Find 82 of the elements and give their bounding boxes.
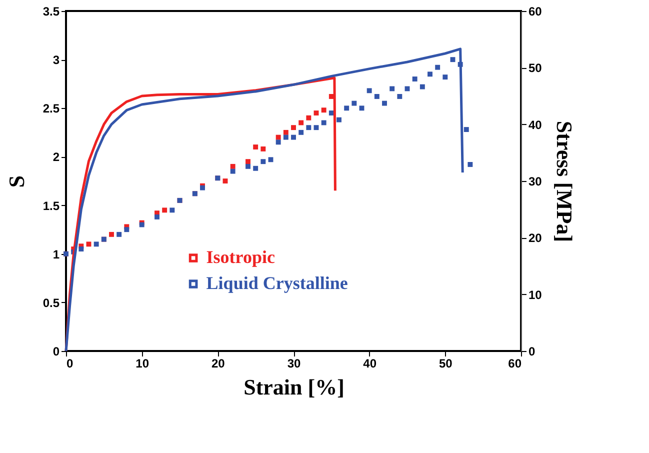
y2-tick-label: 10 xyxy=(528,288,542,302)
point xyxy=(78,246,84,252)
point xyxy=(468,162,473,167)
point xyxy=(276,134,281,140)
y-tick-label: 1 xyxy=(52,247,60,262)
point xyxy=(328,94,334,99)
y-tick-label: 1.5 xyxy=(42,198,60,213)
x-tick-label: 60 xyxy=(508,356,522,370)
point xyxy=(246,164,250,169)
point xyxy=(109,232,114,237)
x-tick-label: 20 xyxy=(211,356,226,370)
point xyxy=(283,130,288,135)
point xyxy=(260,159,266,164)
point xyxy=(352,100,357,106)
y-axis-title: S xyxy=(4,175,29,188)
point xyxy=(450,57,456,62)
legend-label: Liquid Crystalline xyxy=(206,273,348,293)
point xyxy=(276,140,281,145)
y2-tick-label: 40 xyxy=(528,118,542,132)
point xyxy=(170,208,175,213)
point xyxy=(382,100,387,106)
point xyxy=(154,210,160,216)
point xyxy=(268,157,274,162)
y-tick-label: 2.5 xyxy=(42,102,60,116)
point xyxy=(246,159,250,164)
point xyxy=(298,120,304,126)
point xyxy=(298,130,304,135)
point xyxy=(314,125,319,130)
point xyxy=(116,232,122,237)
point xyxy=(222,178,228,184)
point xyxy=(124,227,130,232)
point xyxy=(458,62,463,67)
point xyxy=(162,208,168,213)
y-tick-label: 0.5 xyxy=(42,296,60,310)
point xyxy=(154,214,160,220)
point xyxy=(94,242,99,247)
point xyxy=(435,64,440,70)
point xyxy=(404,86,410,92)
point xyxy=(86,242,92,247)
legend-label: Isotropic xyxy=(206,247,275,267)
point xyxy=(321,120,326,126)
point xyxy=(464,127,469,132)
point xyxy=(442,74,448,80)
point xyxy=(397,94,402,99)
point xyxy=(412,76,418,82)
x-tick-label: 30 xyxy=(287,356,301,370)
point xyxy=(336,117,342,122)
point xyxy=(366,88,372,94)
y2-tick-label: 20 xyxy=(528,231,542,246)
y2-tick-label: 60 xyxy=(528,4,542,18)
point xyxy=(328,110,334,116)
point xyxy=(253,166,258,171)
y2-tick-label: 30 xyxy=(528,174,542,188)
point xyxy=(230,164,236,169)
point xyxy=(428,72,432,77)
point xyxy=(420,84,425,90)
x-tick-label: 0 xyxy=(66,356,74,370)
point xyxy=(314,110,319,116)
point xyxy=(291,125,296,130)
point xyxy=(374,94,380,99)
y-tick-label: 2 xyxy=(52,150,60,164)
x-axis-title: Strain [%] xyxy=(244,374,344,400)
x-tick-label: 50 xyxy=(438,356,453,370)
x-tick-label: 10 xyxy=(136,356,150,370)
point xyxy=(344,106,350,111)
y2-axis-title: Stress [MPa] xyxy=(552,120,577,242)
y2-tick-label: 0 xyxy=(528,344,536,358)
y2-tick-label: 50 xyxy=(528,61,542,76)
y-tick-label: 0 xyxy=(52,344,60,358)
y-tick-label: 3.5 xyxy=(42,4,60,18)
y-tick-label: 3 xyxy=(52,53,60,68)
point xyxy=(291,134,296,140)
x-tick-label: 40 xyxy=(363,356,377,370)
point xyxy=(390,86,395,92)
point xyxy=(321,108,326,113)
point xyxy=(230,168,236,174)
point xyxy=(306,115,312,120)
point xyxy=(359,106,364,111)
point xyxy=(283,134,288,140)
point xyxy=(260,146,266,152)
point xyxy=(253,144,258,150)
point xyxy=(306,125,312,130)
